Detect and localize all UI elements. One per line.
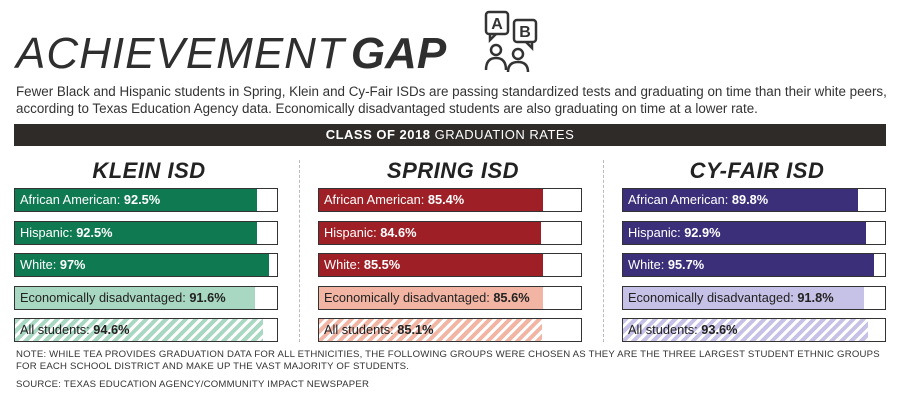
district-name: CY-FAIR ISD: [689, 158, 825, 183]
category-label: Economically disadvantaged:: [20, 289, 190, 305]
bar: [319, 221, 541, 244]
value-label: 85.4%: [427, 192, 465, 207]
bar-row: White: 97%: [14, 253, 278, 277]
bar-row: Economically disadvantaged: 91.6%: [14, 285, 278, 310]
bar-label: Hispanic: 92.9%: [628, 222, 720, 244]
value-label: 85.5%: [363, 257, 401, 272]
bar-label: All students: 85.1%: [324, 319, 434, 341]
category-label: Economically disadvantaged:: [324, 289, 494, 305]
category-label: Economically disadvantaged:: [628, 289, 798, 305]
value-label: 89.8%: [731, 192, 769, 207]
bar-label: White: 95.7%: [628, 254, 704, 276]
bar-row: Hispanic: 92.9%: [622, 220, 886, 245]
category-label: African American:: [20, 192, 124, 207]
bar-label: Economically disadvantaged: 85.6%: [324, 287, 530, 309]
value-label: 85.6%: [493, 289, 530, 305]
bar-label: Hispanic: 84.6%: [324, 222, 416, 244]
chart-title-band: CLASS OF 2018 GRADUATION RATES: [14, 124, 886, 146]
bar-row: All students: 93.6%: [622, 318, 886, 342]
bar-row: All students: 94.6%: [14, 318, 278, 342]
bar-label: All students: 94.6%: [20, 319, 130, 341]
value-label: 97%: [59, 257, 86, 272]
bar-label: Economically disadvantaged: 91.8%: [628, 287, 834, 309]
bar-row: Hispanic: 84.6%: [318, 220, 582, 245]
source-line: SOURCE: TEXAS EDUCATION AGENCY/COMMUNITY…: [16, 379, 370, 390]
category-label: All students:: [20, 322, 94, 337]
bar-row: White: 95.7%: [622, 253, 886, 277]
district-name: SPRING ISD: [386, 158, 520, 183]
title-bold: GAP: [350, 29, 447, 78]
bar-row: African American: 92.5%: [14, 188, 278, 212]
bar: [15, 319, 263, 341]
bar-row: Hispanic: 92.5%: [14, 220, 278, 245]
value-label: 92.9%: [684, 224, 721, 240]
bar: [319, 254, 543, 276]
value-label: 91.8%: [797, 289, 834, 305]
bar: [623, 286, 864, 309]
category-label: Hispanic:: [20, 224, 77, 240]
students-ab-icon: A B: [484, 10, 538, 73]
bar: [15, 189, 258, 211]
value-label: 92.5%: [76, 224, 113, 240]
bar: [15, 286, 255, 309]
band-bold: CLASS OF 2018: [325, 127, 431, 142]
page-title: ACHIEVEMENT GAP: [16, 24, 446, 76]
bar: [319, 286, 544, 309]
value-label: 94.6%: [93, 322, 130, 337]
bar: [15, 254, 270, 276]
category-label: African American:: [324, 192, 428, 207]
bar-row: White: 85.5%: [318, 253, 582, 277]
bar-label: Economically disadvantaged: 91.6%: [20, 287, 226, 309]
bar-row: Economically disadvantaged: 85.6%: [318, 285, 582, 310]
bar-label: White: 97%: [20, 254, 85, 276]
district-column: KLEIN ISD African American: 92.5% Hispanic…: [14, 158, 284, 351]
bar-row: African American: 89.8%: [622, 188, 886, 212]
band-rest: GRADUATION RATES: [430, 127, 575, 142]
value-label: 91.6%: [189, 289, 226, 305]
value-label: 92.5%: [123, 192, 161, 207]
bar: [319, 319, 542, 341]
category-label: Hispanic:: [324, 224, 381, 240]
bar-label: African American: 92.5%: [20, 189, 160, 211]
category-label: White:: [20, 257, 60, 272]
footnote: NOTE: WHILE TEA PROVIDES GRADUATION DATA…: [16, 349, 880, 372]
bar-row: Economically disadvantaged: 91.8%: [622, 285, 886, 310]
bar: [623, 254, 874, 276]
category-label: African American:: [628, 192, 732, 207]
bar-label: African American: 85.4%: [324, 189, 464, 211]
value-label: 85.1%: [397, 322, 434, 337]
category-label: White:: [628, 257, 668, 272]
value-label: 84.6%: [380, 224, 417, 240]
bar-row: All students: 85.1%: [318, 318, 582, 342]
subtitle: Fewer Black and Hispanic students in Spr…: [16, 84, 887, 116]
category-label: All students:: [324, 322, 398, 337]
column-divider: [299, 160, 300, 342]
district-column: SPRING ISD African American: 85.4% Hispani…: [318, 158, 588, 351]
icon-letter-b: B: [519, 24, 531, 41]
bar: [15, 221, 258, 244]
icon-letter-a: A: [491, 16, 503, 33]
bar-label: All students: 93.6%: [628, 319, 738, 341]
bar: [319, 189, 543, 211]
bar: [623, 221, 867, 244]
bar-row: African American: 85.4%: [318, 188, 582, 212]
title-light: ACHIEVEMENT: [16, 29, 345, 78]
value-label: 93.6%: [701, 322, 738, 337]
district-name: KLEIN ISD: [92, 158, 206, 183]
district-column: CY-FAIR ISD African American: 89.8% Hispan…: [622, 158, 892, 351]
bar-label: African American: 89.8%: [628, 189, 768, 211]
bar-label: Hispanic: 92.5%: [20, 222, 112, 244]
column-divider: [603, 160, 604, 342]
bar: [623, 189, 859, 211]
category-label: White:: [324, 257, 364, 272]
bar: [623, 319, 869, 341]
value-label: 95.7%: [667, 257, 705, 272]
category-label: Hispanic:: [628, 224, 685, 240]
category-label: All students:: [628, 322, 702, 337]
bar-label: White: 85.5%: [324, 254, 400, 276]
